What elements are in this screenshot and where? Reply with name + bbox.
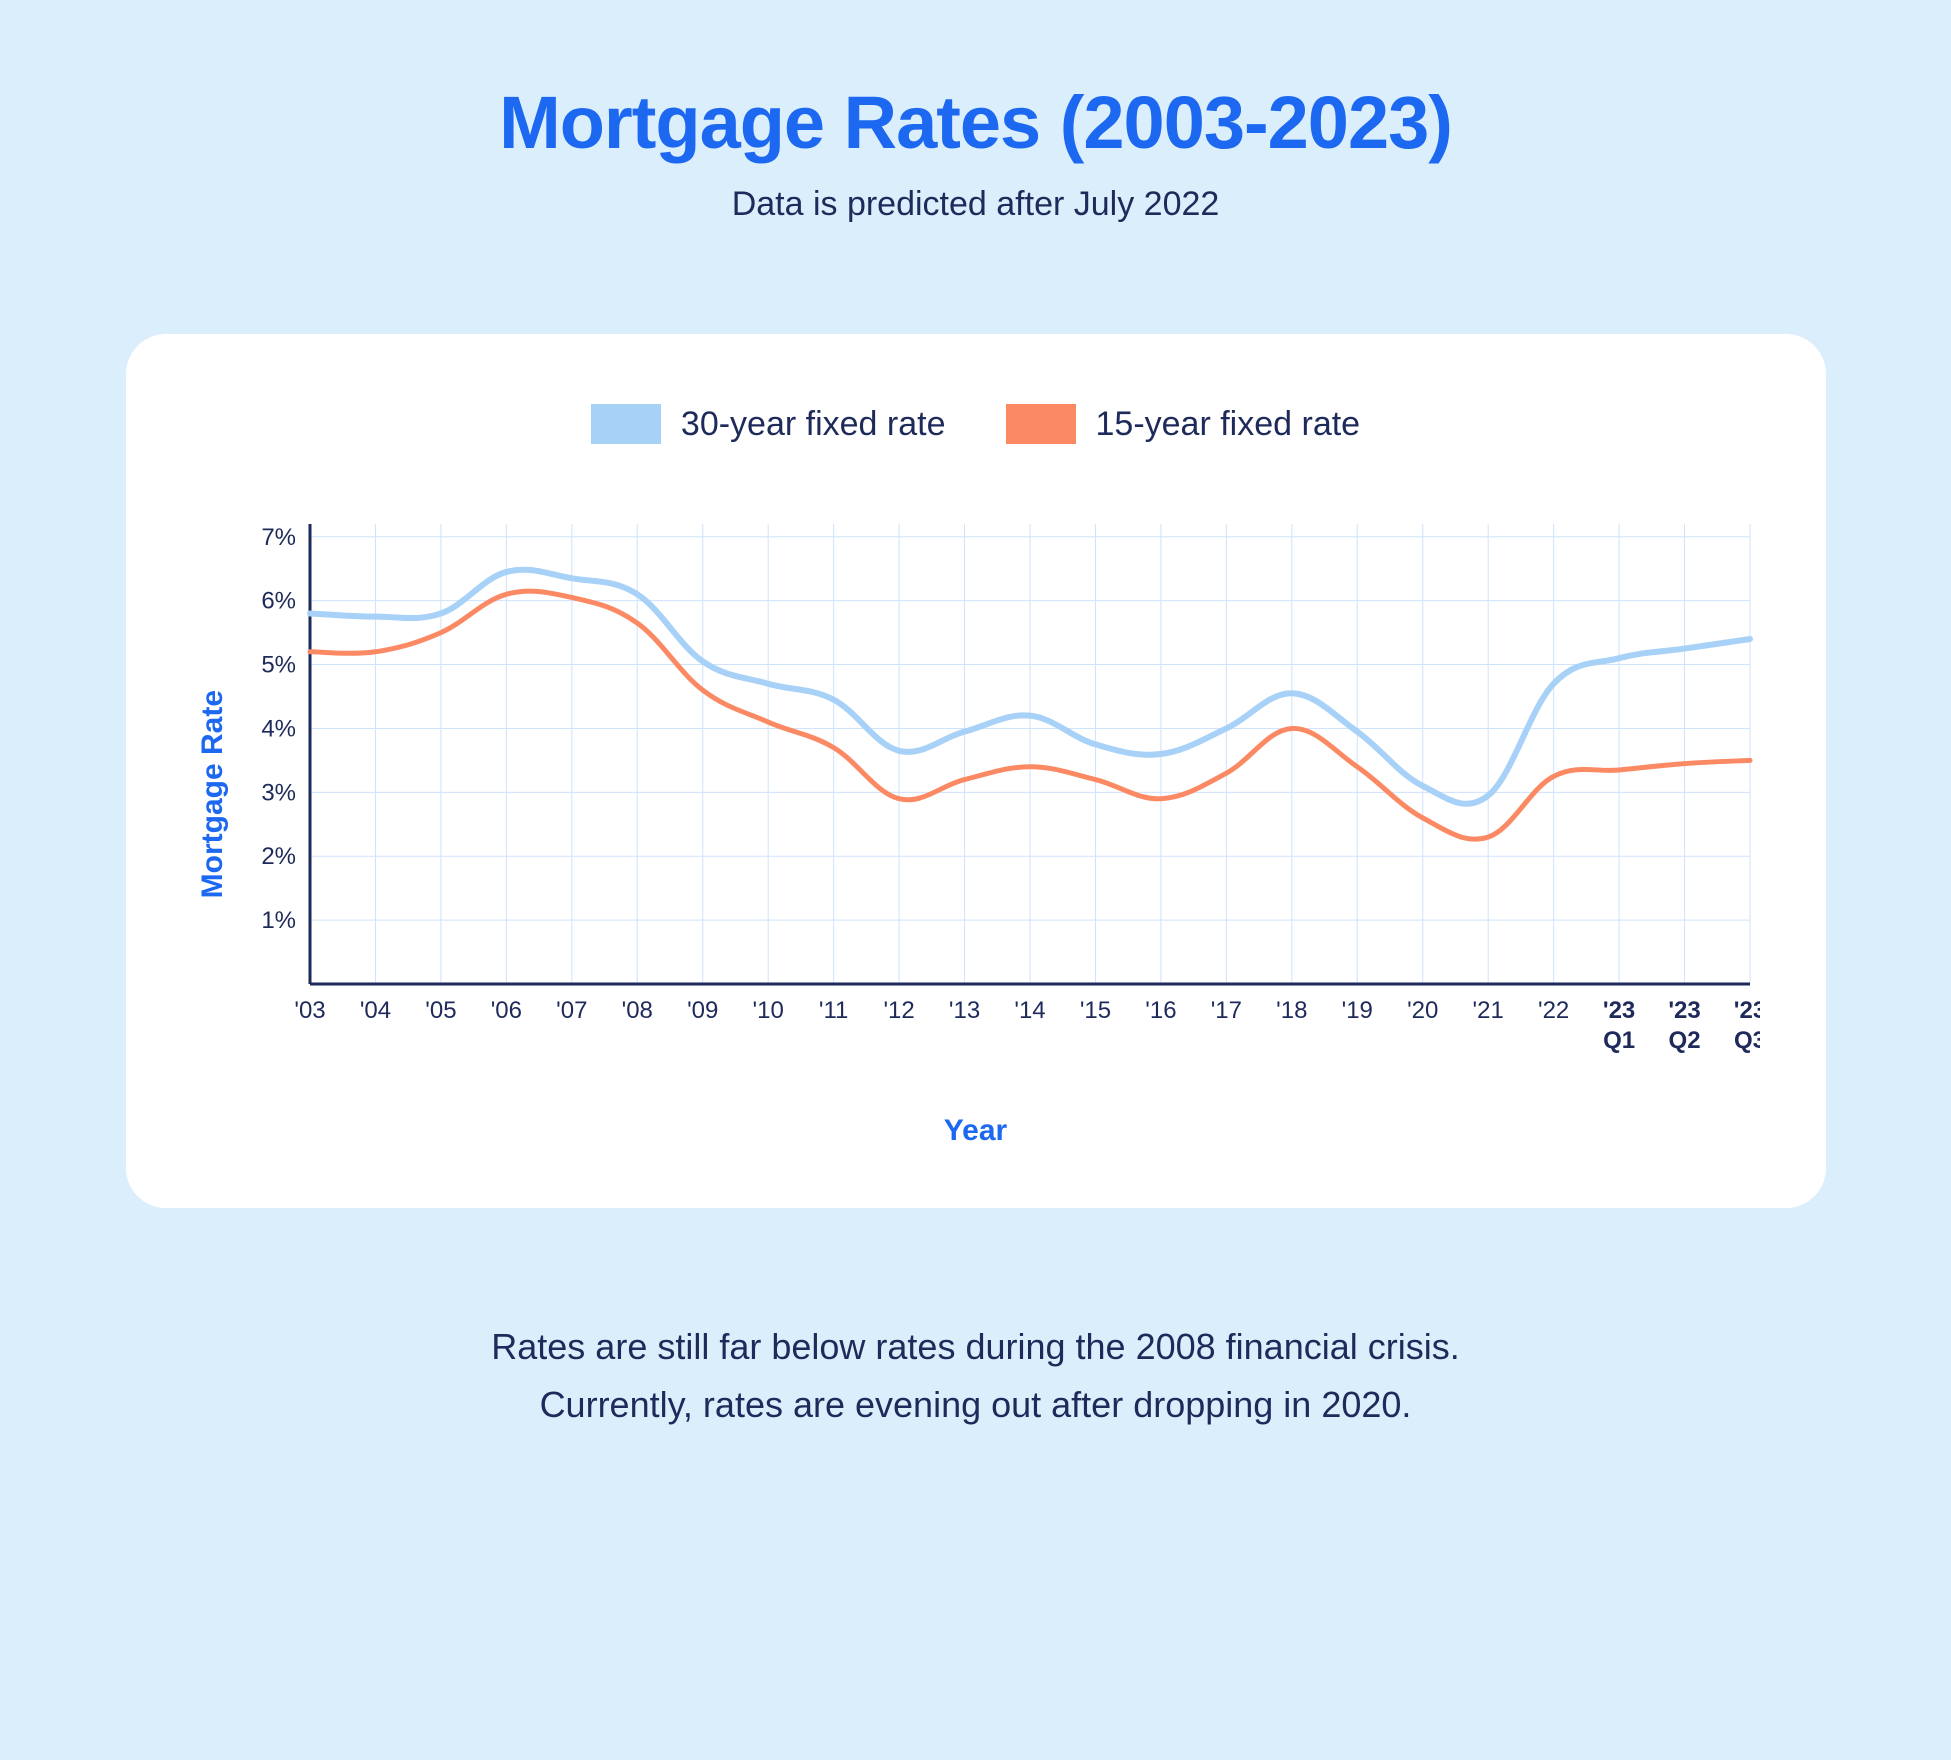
x-axis-label: Year [186, 1114, 1766, 1148]
legend-item-15yr: 15-year fixed rate [1006, 404, 1361, 444]
legend-item-30yr: 30-year fixed rate [591, 404, 946, 444]
svg-text:'03: '03 [294, 997, 325, 1024]
svg-text:'14: '14 [1014, 997, 1045, 1024]
svg-text:'10: '10 [752, 997, 783, 1024]
y-axis-label: Mortgage Rate [186, 690, 240, 898]
footnote-line2: Currently, rates are evening out after d… [540, 1384, 1412, 1425]
svg-text:'13: '13 [948, 997, 979, 1024]
svg-text:'19: '19 [1341, 997, 1372, 1024]
svg-text:'15: '15 [1079, 997, 1110, 1024]
svg-text:'21: '21 [1472, 997, 1503, 1024]
page-root: Mortgage Rates (2003-2023) Data is predi… [0, 0, 1951, 1533]
svg-text:'23: '23 [1733, 997, 1759, 1024]
svg-text:'08: '08 [621, 997, 652, 1024]
svg-text:'07: '07 [556, 997, 587, 1024]
legend-swatch-30yr [591, 404, 661, 444]
svg-text:'11: '11 [818, 997, 848, 1024]
svg-text:'22: '22 [1537, 997, 1568, 1024]
chart-subtitle: Data is predicted after July 2022 [100, 185, 1851, 224]
chart-title: Mortgage Rates (2003-2023) [100, 80, 1851, 165]
svg-text:'09: '09 [687, 997, 718, 1024]
footnote-line1: Rates are still far below rates during t… [491, 1326, 1459, 1367]
svg-text:Q1: Q1 [1603, 1027, 1635, 1054]
chart-area: Mortgage Rate 1% 2% 3% 4% 5% 6% 7% '03 '04 '05 '06… [186, 514, 1766, 1074]
legend-label-15yr: 15-year fixed rate [1096, 405, 1361, 444]
svg-text:'17: '17 [1210, 997, 1241, 1024]
svg-text:4%: 4% [261, 715, 296, 742]
legend: 30-year fixed rate 15-year fixed rate [186, 404, 1766, 444]
svg-text:Q2: Q2 [1668, 1027, 1700, 1054]
svg-text:'12: '12 [883, 997, 914, 1024]
svg-text:Q3: Q3 [1733, 1027, 1759, 1054]
svg-text:'23: '23 [1668, 997, 1700, 1024]
svg-text:'04: '04 [359, 997, 390, 1024]
chart-card: 30-year fixed rate 15-year fixed rate Mo… [126, 334, 1826, 1208]
svg-text:3%: 3% [261, 779, 296, 806]
svg-text:6%: 6% [261, 588, 296, 615]
svg-text:5%: 5% [261, 652, 296, 679]
svg-text:'18: '18 [1276, 997, 1307, 1024]
svg-text:2%: 2% [261, 843, 296, 870]
legend-label-30yr: 30-year fixed rate [681, 405, 946, 444]
legend-swatch-15yr [1006, 404, 1076, 444]
svg-text:'06: '06 [490, 997, 521, 1024]
svg-text:1%: 1% [261, 907, 296, 934]
svg-text:7%: 7% [261, 524, 296, 551]
svg-text:'23: '23 [1602, 997, 1634, 1024]
svg-text:'16: '16 [1145, 997, 1176, 1024]
footnote: Rates are still far below rates during t… [100, 1318, 1851, 1433]
svg-text:'05: '05 [425, 997, 456, 1024]
svg-text:'20: '20 [1407, 997, 1438, 1024]
line-chart-svg: 1% 2% 3% 4% 5% 6% 7% '03 '04 '05 '06 '07 '08 '09 '10 '1… [240, 514, 1760, 1074]
